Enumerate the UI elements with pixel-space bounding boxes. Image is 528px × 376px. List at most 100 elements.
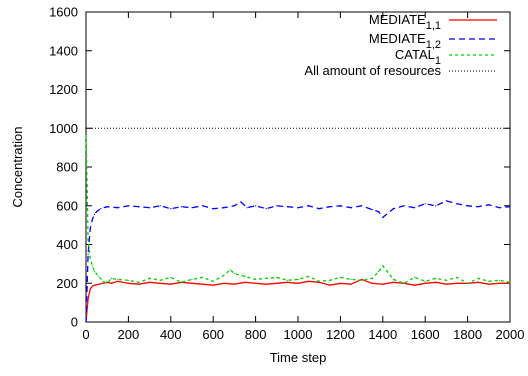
series-point-1 <box>265 208 267 210</box>
series-point-2 <box>509 281 511 283</box>
series-point-0 <box>117 280 119 282</box>
series-point-0 <box>127 282 129 284</box>
series-point-0 <box>110 282 113 284</box>
series-point-0 <box>339 282 341 284</box>
series-point-1 <box>488 204 490 206</box>
series-point-1 <box>286 206 288 208</box>
series-point-1 <box>240 201 242 203</box>
series-point-2 <box>86 185 88 187</box>
series-point-0 <box>498 282 500 284</box>
plot-frame <box>85 11 511 323</box>
series-point-1 <box>138 206 140 208</box>
series-point-1 <box>85 321 87 323</box>
series-point-2 <box>89 257 91 259</box>
series-point-3 <box>85 127 87 129</box>
series-point-0 <box>350 283 352 285</box>
series-point-2 <box>202 276 204 279</box>
x-tick-label: 1800 <box>453 327 482 342</box>
series-point-1 <box>477 206 479 208</box>
series-point-0 <box>138 283 140 285</box>
series-point-1 <box>96 210 98 213</box>
series-point-1 <box>127 205 129 207</box>
series-point-0 <box>212 284 214 286</box>
series-point-1 <box>89 228 91 230</box>
series-point-1 <box>403 205 405 207</box>
series-point-2 <box>377 271 380 273</box>
series-point-2 <box>110 277 113 280</box>
series-point-1 <box>180 206 182 208</box>
series-point-2 <box>297 278 299 280</box>
series-point-0 <box>456 282 458 284</box>
y-tick-label: 800 <box>56 160 78 175</box>
series-line-2 <box>85 135 511 285</box>
series-point-0 <box>297 282 299 284</box>
series-point-1 <box>382 216 384 218</box>
series-point-1 <box>149 207 151 209</box>
x-tick-label: 200 <box>118 327 140 342</box>
series-point-1 <box>318 208 320 210</box>
series-point-1 <box>445 200 447 202</box>
series-point-1 <box>498 207 500 209</box>
series-point-0 <box>424 282 426 284</box>
series-point-0 <box>509 282 511 284</box>
series-point-1 <box>276 205 278 207</box>
series-point-1 <box>233 205 235 207</box>
series-point-2 <box>138 281 140 283</box>
series-point-0 <box>477 281 479 283</box>
series-point-1 <box>414 207 416 209</box>
x-tick-label: 1000 <box>284 327 313 342</box>
series-point-0 <box>89 288 91 290</box>
series-point-2 <box>93 271 96 273</box>
series-point-1 <box>159 205 161 207</box>
series-point-0 <box>488 283 490 285</box>
series-point-2 <box>170 276 172 279</box>
series-point-1 <box>339 205 341 207</box>
series-point-1 <box>93 213 96 216</box>
series-point-2 <box>212 280 214 282</box>
series-point-2 <box>414 276 416 279</box>
series-point-2 <box>180 281 182 283</box>
series-point-2 <box>498 279 500 281</box>
series-point-1 <box>392 208 394 210</box>
series-point-2 <box>318 280 320 282</box>
series-point-0 <box>276 282 278 284</box>
series-point-2 <box>424 280 426 282</box>
series-point-2 <box>308 275 310 278</box>
series-point-0 <box>87 298 89 300</box>
series-point-0 <box>265 283 267 285</box>
axis-ticks: 0 200 400 600 800 1000 1200 1400 1600 1800 2000 0 20… <box>49 5 524 343</box>
series-point-2 <box>339 276 341 279</box>
series-point-2 <box>488 280 490 282</box>
series-point-2 <box>255 278 257 280</box>
series-point-2 <box>223 274 225 277</box>
x-tick-label: 400 <box>160 327 182 342</box>
series-point-0 <box>392 281 394 283</box>
series-point-0 <box>329 284 331 286</box>
series-point-1 <box>350 207 352 209</box>
series-point-2 <box>392 278 394 280</box>
series-point-1 <box>377 210 380 213</box>
series-point-2 <box>456 276 458 279</box>
series-point-1 <box>456 203 458 205</box>
series-point-2 <box>403 282 405 284</box>
x-axis-label: Time step <box>270 350 327 365</box>
series-point-2 <box>477 277 479 280</box>
series-point-1 <box>91 218 93 220</box>
x-tick-label: 1200 <box>326 327 355 342</box>
series-point-1 <box>191 207 193 209</box>
series-point-2 <box>91 265 93 267</box>
series-point-2 <box>102 280 104 282</box>
series-point-1 <box>212 208 214 210</box>
series-point-2 <box>371 277 373 280</box>
series-point-2 <box>149 277 151 280</box>
series-point-2 <box>87 240 89 242</box>
series-point-0 <box>98 283 100 285</box>
series-point-2 <box>98 275 100 278</box>
series-point-0 <box>170 283 172 285</box>
series-point-1 <box>106 206 108 208</box>
series-point-2 <box>265 277 267 280</box>
series-point-0 <box>159 282 161 284</box>
series-point-0 <box>106 281 108 283</box>
series-point-1 <box>202 205 204 207</box>
